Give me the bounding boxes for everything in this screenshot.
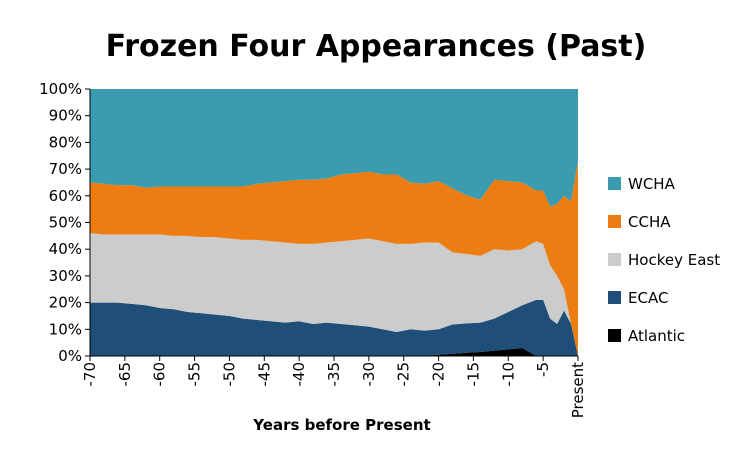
y-tick-label: 80% xyxy=(49,133,82,151)
axes: 0%10%20%30%40%50%60%70%80%90%100%-70 -65-… xyxy=(39,80,587,418)
x-axis-title: Years before Present xyxy=(252,416,430,434)
legend-swatch-wcha xyxy=(608,177,621,190)
legend-swatch-ecac xyxy=(608,291,621,304)
area-wcha xyxy=(90,89,578,207)
y-tick-label: 100% xyxy=(39,80,82,98)
legend: WCHA CCHA Hockey East ECAC Atlantic xyxy=(608,175,720,345)
y-tick-label: 20% xyxy=(49,294,82,312)
area-atlantic xyxy=(90,347,578,356)
x-tick-label: -55 xyxy=(186,362,204,387)
legend-label-wcha: WCHA xyxy=(628,175,676,193)
x-tick-label: -25 xyxy=(395,362,413,387)
legend-label-ccha: CCHA xyxy=(628,213,671,231)
plot-area xyxy=(90,89,578,356)
y-tick-label: 60% xyxy=(49,187,82,205)
x-tick-label: Present xyxy=(569,362,587,418)
legend-label-hockey-east: Hockey East xyxy=(628,251,720,269)
legend-swatch-ccha xyxy=(608,215,621,228)
y-tick-label: 50% xyxy=(49,214,82,232)
x-tick-label: -40 xyxy=(290,362,308,387)
x-tick-label: -50 xyxy=(220,362,238,387)
area-ecac xyxy=(90,299,578,356)
y-tick-label: 30% xyxy=(49,267,82,285)
x-tick-label: -10 xyxy=(499,362,517,387)
x-tick-label: -30 xyxy=(360,362,378,387)
y-tick-label: 70% xyxy=(49,160,82,178)
x-tick-label: -35 xyxy=(325,362,343,387)
x-tick-label: -20 xyxy=(430,362,448,387)
y-tick-label: 10% xyxy=(49,320,82,338)
x-tick-label: -70 xyxy=(81,362,99,387)
x-tick-label: -5 xyxy=(534,362,552,377)
x-tick-label: -15 xyxy=(464,362,482,387)
y-tick-label: 90% xyxy=(49,107,82,125)
chart-title: Frozen Four Appearances (Past) xyxy=(106,29,647,64)
legend-swatch-atlantic xyxy=(608,329,621,342)
area-ccha xyxy=(90,161,578,356)
y-tick-label: 0% xyxy=(58,347,82,365)
x-tick-label: -60 xyxy=(151,362,169,387)
x-tick-label: -65 xyxy=(116,362,134,387)
legend-label-atlantic: Atlantic xyxy=(628,327,685,345)
legend-label-ecac: ECAC xyxy=(628,289,668,307)
area-hockey-east xyxy=(90,233,578,356)
y-tick-label: 40% xyxy=(49,240,82,258)
legend-swatch-hockey-east xyxy=(608,253,621,266)
x-tick-label: -45 xyxy=(255,362,273,387)
